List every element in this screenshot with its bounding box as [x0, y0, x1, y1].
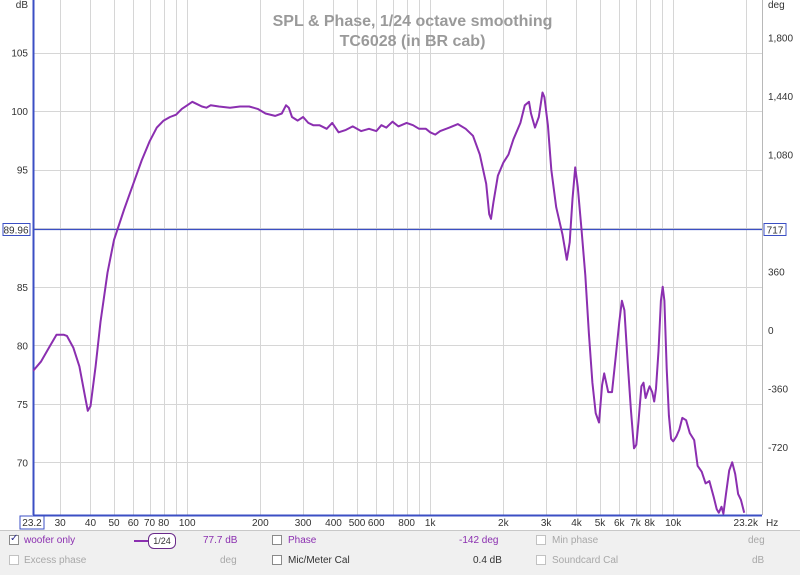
y-tick-label: 105: [11, 49, 28, 60]
y-tick-label: 75: [17, 400, 29, 411]
x-axis-unit: Hz: [766, 518, 778, 529]
excess-phase-checkbox[interactable]: [9, 555, 19, 565]
chart-subtitle: TC6028 (in BR cab): [340, 33, 486, 50]
y-tick-label: 100: [11, 107, 28, 118]
x-tick-label: 100: [179, 518, 196, 529]
x-tick-label: 400: [325, 518, 342, 529]
excess-phase-label: Excess phase: [24, 555, 87, 566]
x-end-label: 23.2k: [734, 518, 759, 529]
min-phase-label: Min phase: [552, 535, 599, 546]
mic-meter-cal-checkbox[interactable]: [272, 555, 282, 565]
x-tick-label: 3k: [541, 518, 553, 529]
x-tick-label: 1k: [425, 518, 437, 529]
left-axis-unit: dB: [16, 0, 29, 11]
spl-value: 77.7 dB: [203, 535, 238, 546]
y-tick-label: 70: [17, 458, 29, 469]
cursor-left-box: [2, 223, 31, 236]
y-tick-label: 80: [17, 341, 29, 352]
cursor-left-label: 89.96: [3, 226, 28, 237]
x-tick-label: 30: [55, 518, 67, 529]
phase-label: Phase: [288, 535, 317, 546]
excess-phase-unit: deg: [220, 555, 237, 566]
right-tick-label: 0: [768, 326, 774, 337]
x-tick-label: 10k: [665, 518, 682, 529]
phase-value: -142 deg: [459, 535, 499, 546]
min-phase-unit: deg: [748, 535, 765, 546]
spl-chart[interactable]: 70 75 80 85 95 100 105 -720 -360 0 360 1,080 1,440 1,…: [0, 0, 800, 530]
x-tick-label: 600: [368, 518, 385, 529]
x-tick-label: 7k: [630, 518, 642, 529]
cursor-right-label: 717: [767, 226, 784, 237]
chart-title: SPL & Phase, 1/24 octave smoothing: [273, 13, 553, 30]
mic-meter-cal-label: Mic/Meter Cal: [288, 555, 350, 566]
x-grid: [60, 0, 747, 515]
series-color-swatch: [134, 540, 150, 542]
woofer-only-label: woofer only: [24, 535, 76, 546]
x-tick-label: 800: [398, 518, 415, 529]
legend-row-2: Excess phase deg Mic/Meter Cal 0.4 dB So…: [0, 551, 800, 571]
right-tick-label: -360: [768, 385, 788, 396]
x-tick-label: 300: [295, 518, 312, 529]
phase-checkbox[interactable]: [272, 535, 282, 545]
min-phase-checkbox[interactable]: [536, 535, 546, 545]
right-tick-label: 1,800: [768, 33, 793, 44]
right-tick-label: 360: [768, 267, 785, 278]
soundcard-cal-unit: dB: [752, 555, 765, 566]
x-tick-label: 5k: [595, 518, 607, 529]
right-tick-label: 1,440: [768, 92, 793, 103]
x-tick-label: 2k: [498, 518, 510, 529]
cursor-right-box: [763, 223, 787, 236]
woofer-only-checkbox[interactable]: [9, 533, 19, 545]
right-axis-unit: deg: [768, 0, 785, 11]
x-tick-label: 500: [349, 518, 366, 529]
x-start-label: 23.2: [22, 518, 42, 529]
x-start-box: [19, 515, 45, 530]
legend-panel: woofer only 1/24 77.7 dB Phase -142 deg …: [0, 530, 800, 575]
x-tick-label: 200: [252, 518, 269, 529]
x-tick-label: 70: [144, 518, 156, 529]
y-tick-label: 95: [17, 166, 29, 177]
y-tick-label: 85: [17, 283, 29, 294]
right-tick-label: 1,080: [768, 150, 793, 161]
legend-row-1: woofer only 1/24 77.7 dB Phase -142 deg …: [0, 531, 800, 551]
x-tick-label: 40: [85, 518, 97, 529]
x-tick-label: 8k: [644, 518, 656, 529]
series-line: [33, 91, 746, 515]
right-tick-label: -720: [768, 443, 788, 454]
soundcard-cal-checkbox[interactable]: [536, 555, 546, 565]
x-tick-label: 4k: [571, 518, 583, 529]
x-tick-label: 80: [158, 518, 170, 529]
mic-meter-cal-value: 0.4 dB: [473, 555, 502, 566]
x-tick-label: 50: [108, 518, 120, 529]
soundcard-cal-label: Soundcard Cal: [552, 555, 619, 566]
smoothing-button[interactable]: 1/24: [148, 533, 176, 549]
x-tick-label: 6k: [614, 518, 626, 529]
plot-area: [33, 0, 762, 515]
x-tick-label: 60: [128, 518, 140, 529]
